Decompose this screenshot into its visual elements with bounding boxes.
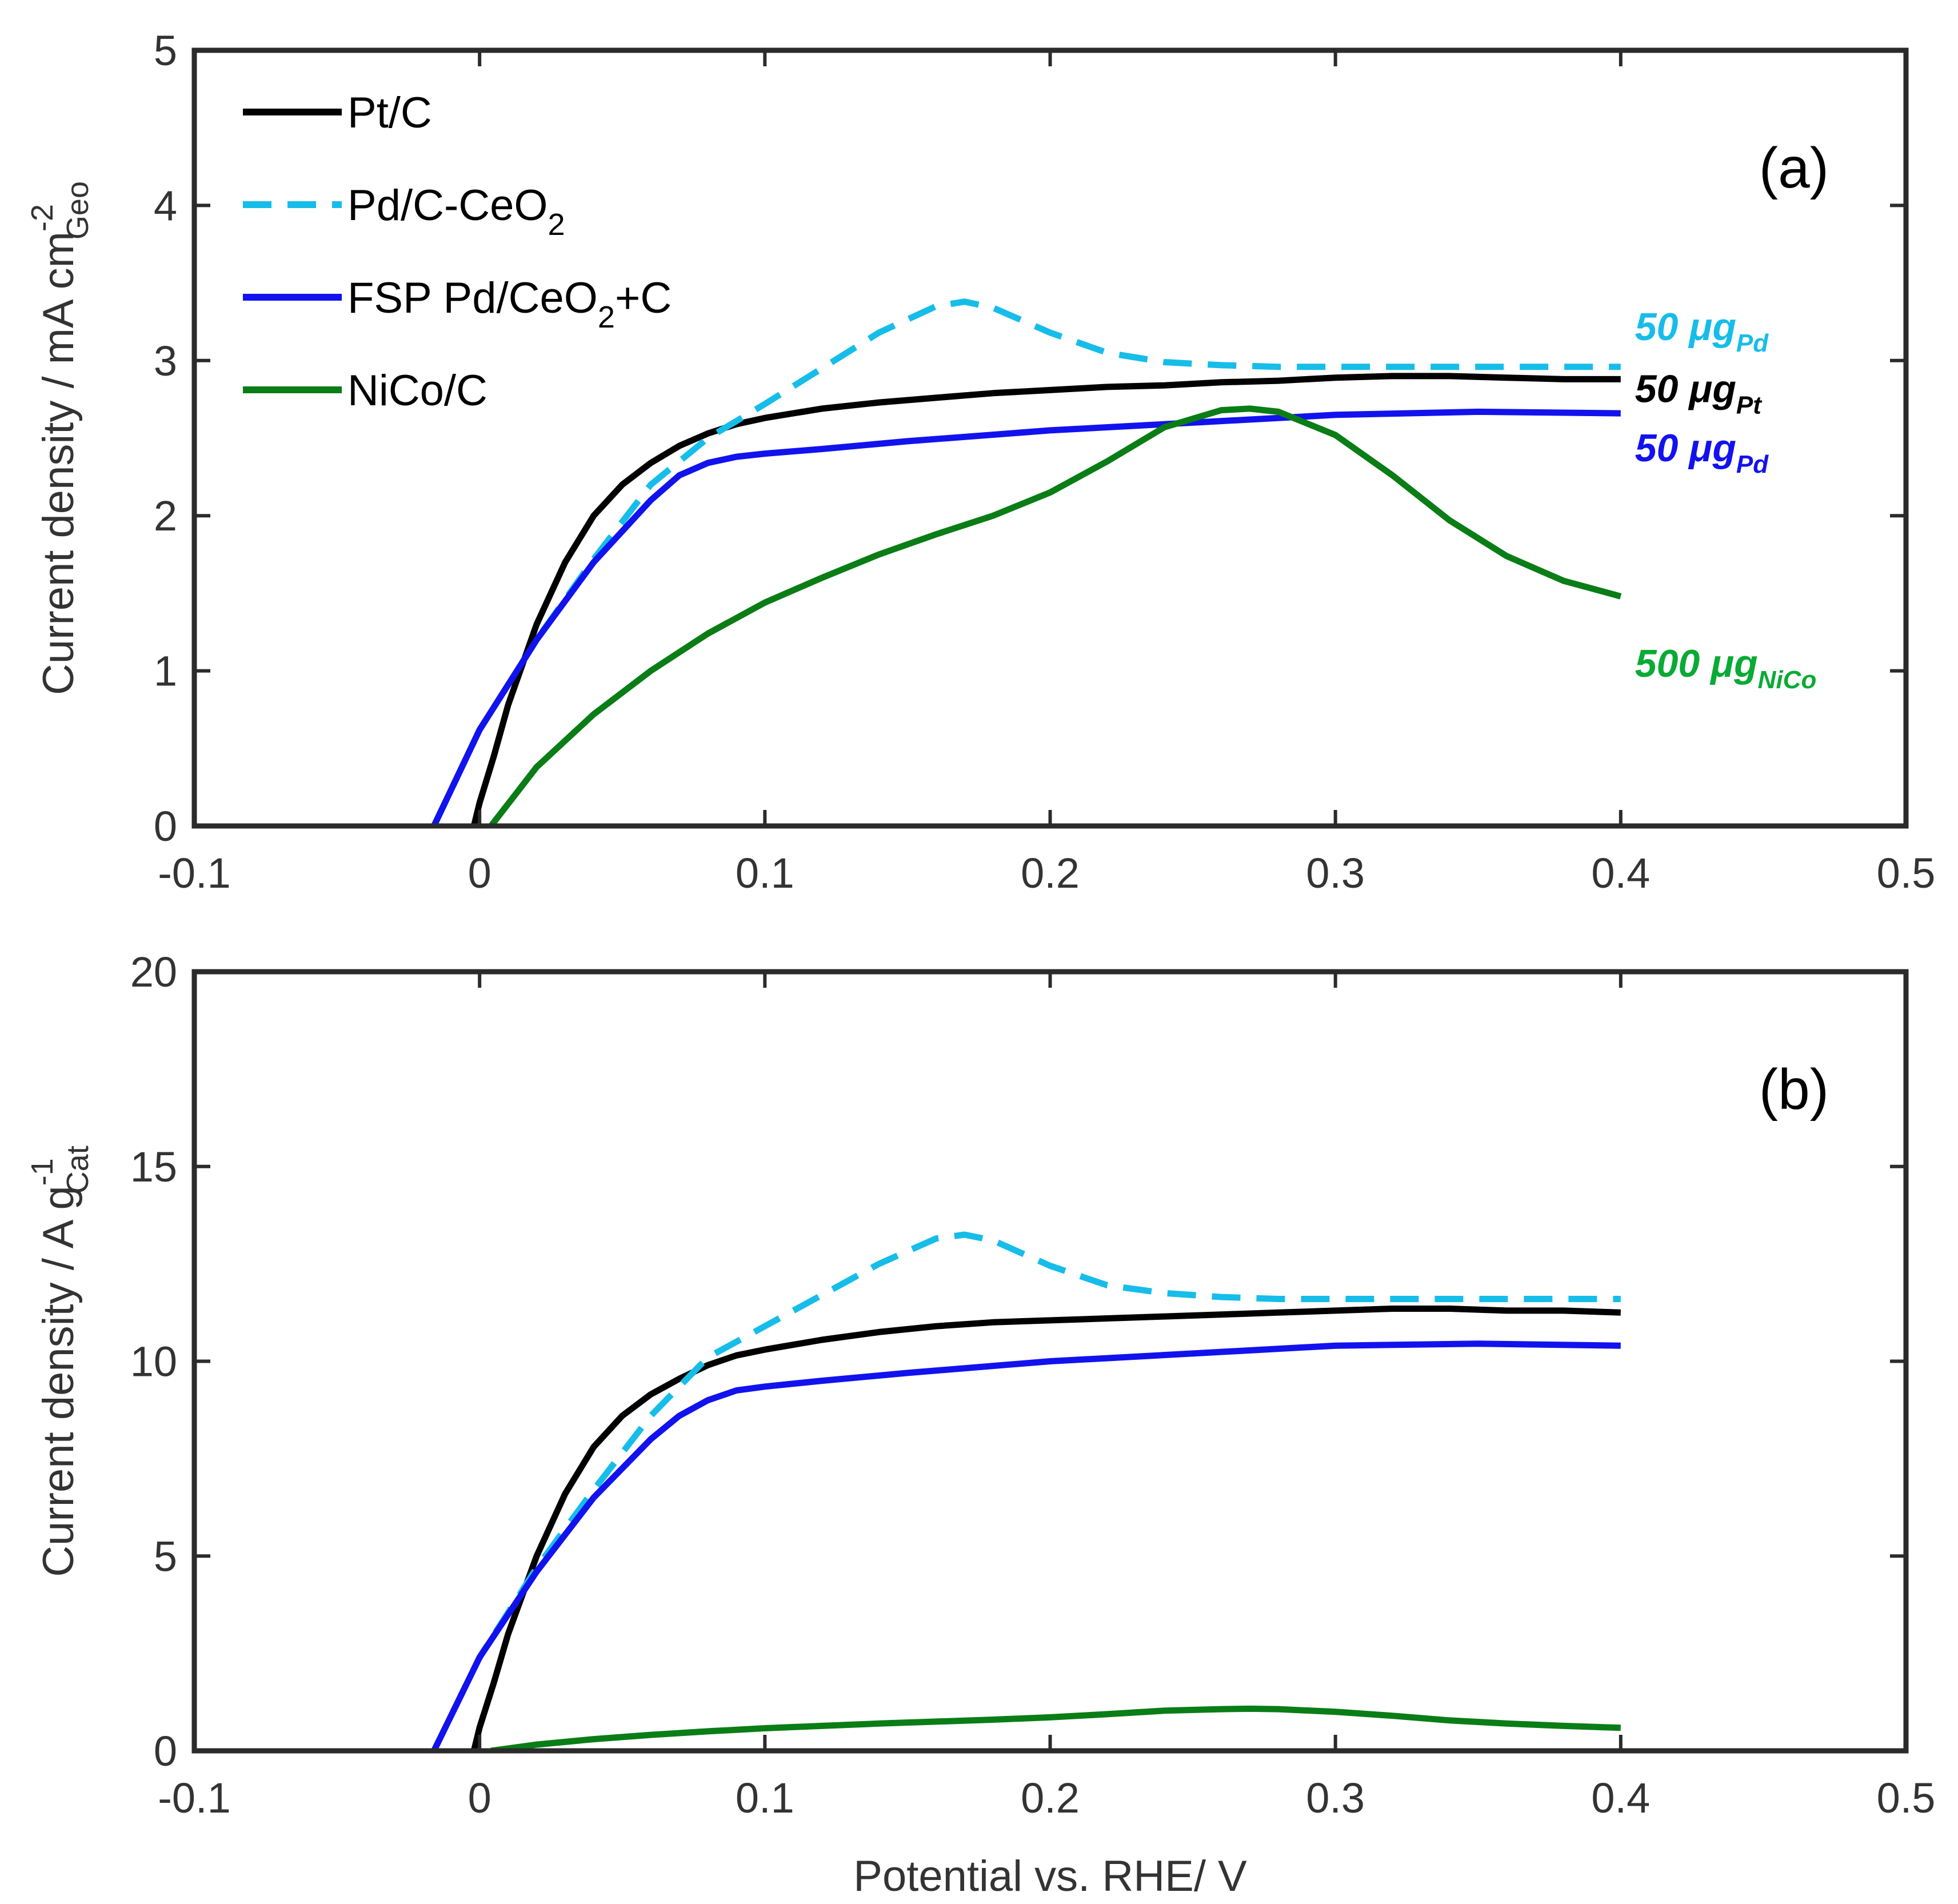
x-tick-label: -0.1 [158,1774,231,1822]
y-tick-label: 4 [154,182,177,229]
x-tick-label: 0.2 [1021,1774,1080,1822]
x-tick-label: 0.3 [1306,1774,1365,1822]
panel-label: (b) [1759,1057,1829,1121]
annotation-pd_c_ceo2: 50 μgPd [1635,305,1769,357]
x-tick-label: 0.4 [1591,1774,1650,1822]
series-line-nico [490,1705,1621,1751]
x-tick-label: 0.1 [736,849,794,897]
panel-label: (a) [1759,136,1829,200]
y-tick-label: 5 [154,1532,177,1580]
series-line-pt_c [470,373,1621,826]
x-tick-label: -0.1 [158,849,231,897]
y-tick-label: 1 [154,648,177,695]
legend-label-nico: NiCo/C [347,366,487,415]
series-line-nico [488,405,1622,826]
y-tick-label: 10 [130,1338,177,1386]
series-line-pd_c_ceo2 [431,298,1621,826]
annotation-fsp_pd: 50 μgPd [1635,426,1769,478]
legend-label-pd_c_ceo2: Pd/C-CeO2 [347,181,565,242]
series-line-fsp_pd [431,408,1621,826]
y-tick-label: 20 [130,948,177,996]
x-axis-label: Potential vs. RHE/ V [853,1852,1247,1901]
y-tick-label: 3 [154,337,177,385]
annotation-pt_c: 50 μgPt [1635,368,1763,420]
x-tick-label: 0.2 [1021,849,1080,897]
series-line-pt_c [470,1306,1621,1751]
annotation-nico: 500 μgNiCo [1635,642,1817,694]
x-tick-label: 0.1 [736,1774,794,1822]
legend-label-fsp_pd: FSP Pd/CeO2+C [347,274,672,334]
y-tick-label: 15 [130,1143,177,1191]
y-axis-label: Current density / A g-1Cat [25,1145,95,1576]
legend: Pt/C Pd/C-CeO2 FSP Pd/CeO2+C NiCo/C [243,89,672,415]
y-tick-label: 0 [154,803,177,850]
x-tick-label: 0.4 [1591,849,1650,897]
series-line-pd_c_ceo2 [431,1231,1621,1751]
x-tick-label: 0 [468,849,492,897]
y-tick-label: 2 [154,492,177,540]
series-line-fsp_pd [431,1340,1621,1751]
x-tick-label: 0.5 [1877,849,1936,897]
y-axis-label: Current density / mA cm-2Geo [25,181,95,695]
legend-label-pt_c: Pt/C [347,89,432,137]
x-tick-label: 0.3 [1306,849,1365,897]
x-tick-label: 0.5 [1877,1774,1936,1822]
y-tick-label: 0 [154,1727,177,1775]
x-tick-label: 0 [468,1774,492,1822]
y-tick-label: 5 [154,27,177,74]
